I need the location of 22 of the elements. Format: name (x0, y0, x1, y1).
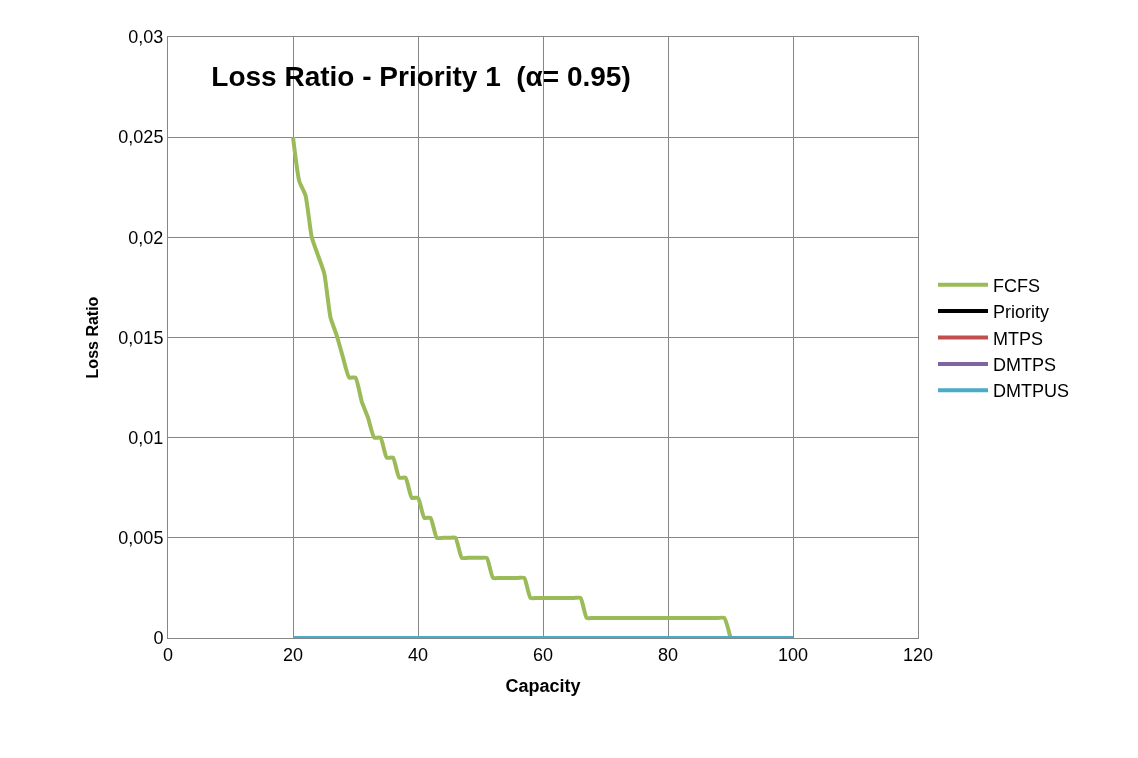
y-tick-label: 0,015 (118, 327, 164, 348)
x-tick-label: 120 (902, 644, 934, 665)
line-series (291, 135, 733, 638)
legend-label: DMTPS (993, 354, 1056, 375)
y-axis-title: Loss Ratio (84, 296, 102, 379)
x-tick-label: 60 (532, 644, 554, 665)
y-tick-label: 0,025 (118, 127, 164, 148)
y-tick-label: 0 (153, 628, 164, 649)
x-tick-label: 100 (777, 644, 809, 665)
y-tick-label: 0,03 (128, 27, 164, 48)
y-tick-label: 0,005 (118, 528, 164, 549)
y-tick-label: 0,02 (128, 227, 164, 248)
x-axis-title: Capacity (505, 675, 581, 696)
legend-label: FCFS (993, 275, 1040, 296)
text: Loss Ratio - Priority 1 (α= 0.95) (211, 60, 631, 92)
legend-label: MTPS (993, 328, 1044, 349)
legend-label: DMTPUS (993, 381, 1069, 402)
x-tick-label: 40 (407, 644, 429, 665)
x-tick-label: 20 (282, 644, 304, 665)
x-tick-label: 80 (657, 644, 679, 665)
legend-label: Priority (993, 302, 1050, 323)
y-tick-label: 0,01 (128, 427, 164, 448)
